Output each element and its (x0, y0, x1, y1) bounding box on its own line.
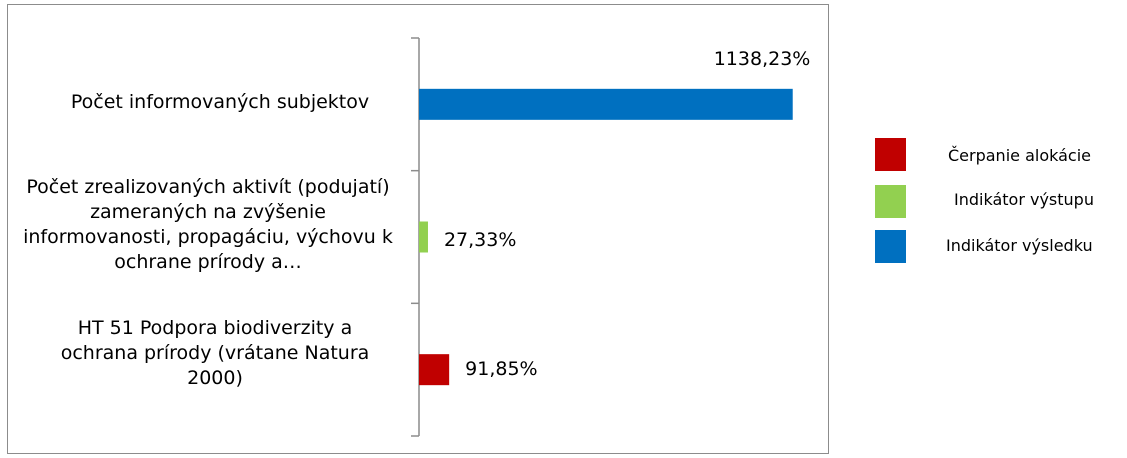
bars (419, 88, 793, 386)
data-label: 27,33% (443, 229, 517, 251)
category-label: Počet zrealizovaných aktivít (podujatí) … (23, 176, 393, 273)
category-label: Počet informovaných subjektov (70, 91, 370, 113)
category-label: HT 51 Podpora biodiverzity a ochrana prí… (60, 317, 370, 389)
legend-label: Indikátor výstupu (954, 190, 1094, 209)
legend-item (875, 138, 906, 171)
category-axis (411, 37, 420, 437)
plot-area (7, 4, 829, 454)
bar (419, 88, 793, 120)
legend-swatch (875, 230, 906, 263)
legend-swatch (875, 185, 906, 218)
legend-item (875, 230, 906, 263)
data-label: 1138,23% (713, 48, 811, 70)
legend-label: Čerpanie alokácie (948, 146, 1091, 165)
bar (419, 221, 428, 253)
legend-label: Indikátor výsledku (946, 236, 1093, 255)
data-label: 91,85% (465, 358, 538, 380)
legend-swatch (875, 138, 906, 171)
bar (419, 354, 450, 386)
legend-item (875, 185, 906, 218)
